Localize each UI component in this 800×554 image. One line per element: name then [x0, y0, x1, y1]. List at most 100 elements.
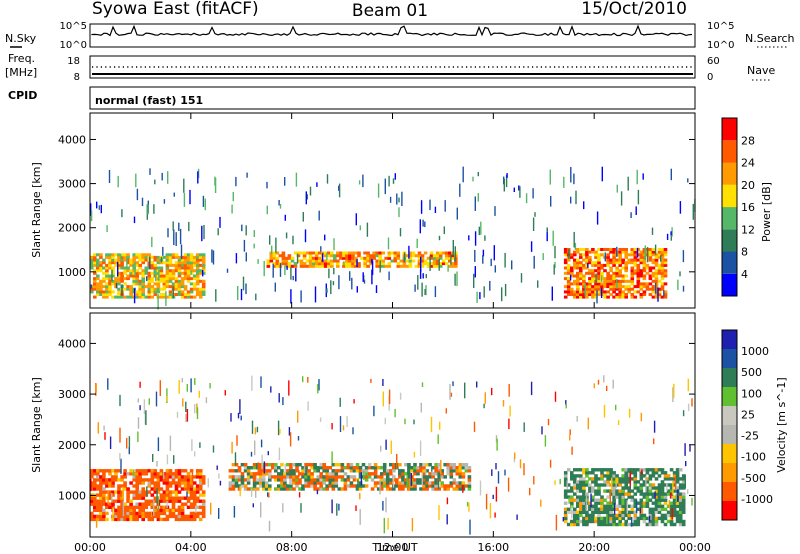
velocity-cell — [110, 476, 113, 486]
velocity-cell — [621, 510, 625, 514]
power-cell — [123, 269, 127, 273]
power-cell — [138, 253, 142, 257]
power-cell — [396, 193, 398, 205]
power-cell — [612, 258, 616, 262]
velocity-cell — [678, 516, 683, 521]
velocity-cell — [678, 507, 683, 511]
velocity-cell — [132, 490, 136, 494]
power-cell — [150, 287, 155, 291]
power-cell — [606, 274, 610, 278]
velocity-cell — [292, 487, 296, 491]
velocity-cell — [108, 493, 112, 497]
velocity-cell — [651, 471, 656, 475]
velocity-cell — [358, 487, 363, 491]
power-cell — [123, 295, 127, 299]
power-cell — [624, 279, 628, 283]
velocity-cell — [274, 463, 278, 467]
power-cell — [584, 283, 586, 297]
power-cell — [357, 264, 361, 268]
velocity-cell — [618, 489, 622, 493]
velocity-cell — [120, 505, 124, 509]
power-cell — [90, 258, 94, 262]
power-cell — [651, 248, 656, 251]
velocity-cell — [379, 472, 384, 476]
velocity-cell — [108, 496, 112, 500]
power-cell — [566, 293, 571, 296]
velocity-cell — [153, 508, 158, 512]
velocity-cell — [533, 476, 535, 485]
power-cell — [419, 269, 422, 279]
power-cell — [138, 282, 142, 286]
power-cell — [403, 252, 406, 263]
power-cell — [627, 290, 631, 294]
velocity-cell — [352, 484, 357, 488]
power-cell — [129, 295, 133, 299]
power-cell — [117, 261, 119, 277]
power-cell — [141, 277, 145, 281]
power-cell — [171, 255, 176, 259]
velocity-cell — [319, 481, 323, 485]
velocity-cell — [358, 466, 363, 470]
power-cell — [563, 250, 568, 254]
velocity-cell — [663, 492, 668, 496]
velocity-cell — [261, 472, 266, 476]
velocity-cell — [591, 516, 595, 521]
velocity-cell — [645, 501, 650, 505]
velocity-cell — [189, 505, 194, 509]
power-cell — [177, 274, 182, 278]
power-cell — [316, 182, 318, 187]
power-cell — [566, 263, 571, 267]
power-cell — [657, 287, 659, 302]
velocity-cell — [198, 511, 203, 516]
velocity-cell — [376, 466, 381, 470]
power-cell — [150, 295, 155, 299]
velocity-cell — [630, 495, 635, 499]
velocity-cell — [461, 466, 466, 470]
power-cell — [606, 279, 610, 283]
velocity-cell — [687, 489, 689, 494]
power-cell — [621, 293, 625, 296]
power-cell — [651, 285, 656, 289]
power-cell — [287, 256, 292, 260]
velocity-cell — [401, 487, 405, 491]
velocity-cell — [359, 492, 361, 500]
velocity-cell — [660, 504, 665, 508]
velocity-cell — [407, 469, 411, 473]
velocity-cell — [307, 472, 311, 476]
power-cell — [129, 274, 133, 278]
power-cell — [648, 266, 653, 270]
power-cell — [201, 255, 206, 259]
velocity-cell — [95, 519, 98, 528]
velocity-cell — [274, 475, 278, 479]
velocity-cell — [582, 519, 586, 524]
power-cell — [201, 266, 206, 270]
velocity-cell — [289, 475, 293, 479]
velocity-cell — [379, 487, 384, 491]
power-cell — [462, 166, 464, 183]
power-cell — [588, 271, 592, 275]
velocity-cell — [666, 483, 668, 491]
cpid-label: CPID — [8, 89, 37, 102]
velocity-cell — [563, 516, 568, 521]
velocity-cell — [639, 489, 644, 493]
velocity-cell — [231, 469, 236, 473]
power-cell — [630, 258, 635, 262]
velocity-cell — [600, 471, 604, 475]
power-cell — [387, 264, 392, 268]
velocity-cell — [186, 484, 191, 488]
power-cell — [579, 277, 583, 281]
velocity-cell — [168, 514, 173, 519]
power-cell — [624, 285, 628, 289]
power-cell — [620, 191, 623, 206]
velocity-cell — [159, 469, 164, 473]
velocity-cell — [252, 463, 257, 467]
velocity-cell — [192, 514, 197, 519]
power-cell — [630, 266, 635, 270]
velocity-cell — [390, 440, 392, 454]
power-cell — [117, 261, 121, 265]
velocity-cell — [319, 484, 323, 488]
power-cell — [570, 274, 574, 278]
velocity-cell — [666, 483, 671, 487]
power-cell — [420, 262, 425, 266]
power-cell — [663, 282, 668, 286]
